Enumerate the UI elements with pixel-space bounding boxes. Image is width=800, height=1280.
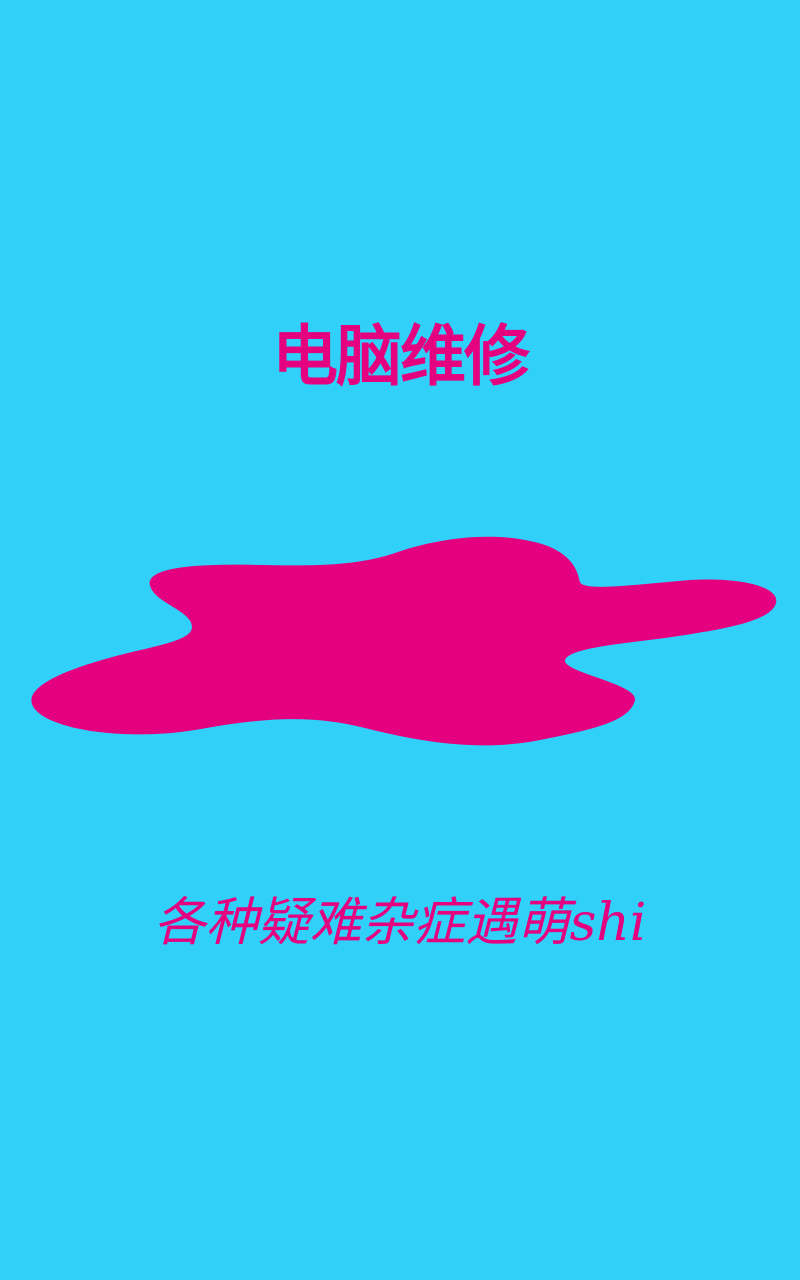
poster-subtitle: 各种疑难杂症遇萌shi <box>153 893 647 953</box>
puddle-blob-shape <box>31 536 777 746</box>
poster-title: 电脑维修 <box>272 318 530 395</box>
